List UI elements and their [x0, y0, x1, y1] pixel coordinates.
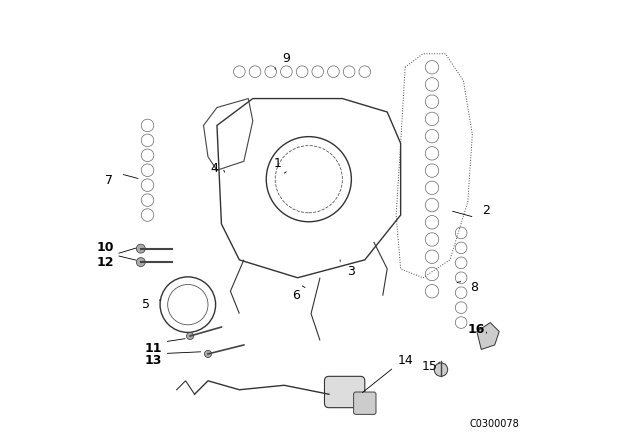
Circle shape: [204, 350, 212, 358]
Text: 12: 12: [96, 255, 114, 269]
Polygon shape: [477, 323, 499, 349]
Text: 2: 2: [482, 204, 490, 217]
Text: 9: 9: [282, 52, 291, 65]
Text: 7: 7: [106, 174, 113, 187]
Circle shape: [186, 332, 194, 340]
Text: 1: 1: [273, 157, 282, 170]
Text: 5: 5: [142, 298, 150, 311]
Text: 14: 14: [397, 354, 413, 367]
Text: C0300078: C0300078: [470, 419, 520, 429]
Text: 13: 13: [145, 353, 162, 367]
Text: 15: 15: [422, 360, 438, 373]
Text: 4: 4: [211, 161, 219, 175]
Text: 3: 3: [348, 264, 355, 278]
Text: 16: 16: [467, 323, 484, 336]
Text: 8: 8: [470, 281, 479, 294]
Circle shape: [435, 363, 448, 376]
Text: 11: 11: [145, 342, 162, 355]
Circle shape: [136, 244, 145, 253]
FancyBboxPatch shape: [353, 392, 376, 414]
Circle shape: [136, 258, 145, 267]
FancyBboxPatch shape: [324, 376, 365, 408]
Text: 10: 10: [96, 241, 114, 254]
Text: 6: 6: [292, 289, 300, 302]
